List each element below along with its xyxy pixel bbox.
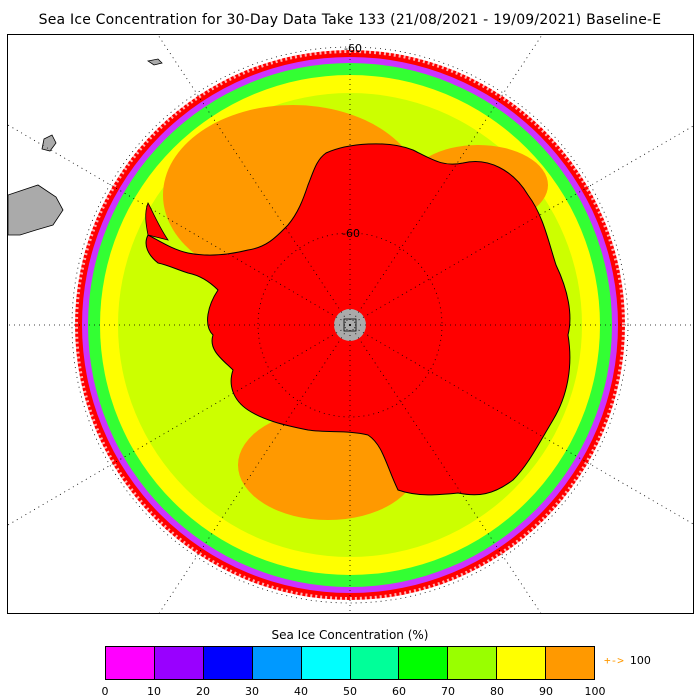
- antarctic-peninsula: [145, 202, 169, 241]
- colorbar-tick-label: 30: [245, 685, 259, 698]
- colorbar-tick-label: 50: [343, 685, 357, 698]
- map-panel: -60 -60: [7, 34, 694, 614]
- colorbar-segment: [497, 647, 547, 679]
- colorbar-tick-label: 60: [392, 685, 406, 698]
- colorbar-tick-label: 90: [539, 685, 553, 698]
- colorbar-tick-label: 70: [441, 685, 455, 698]
- colorbar-tick-label: 20: [196, 685, 210, 698]
- colorbar-segment: [252, 647, 302, 679]
- colorbar-segment: [154, 647, 204, 679]
- colorbar-overflow: +-> 100: [604, 654, 651, 667]
- overflow-arrow-icon: +->: [604, 654, 624, 667]
- polar-map: -60 -60: [8, 35, 693, 613]
- colorbar-tick-label: 80: [490, 685, 504, 698]
- colorbar: [105, 646, 595, 680]
- map-title: Sea Ice Concentration for 30-Day Data Ta…: [38, 12, 662, 28]
- colorbar-segment: [301, 647, 351, 679]
- colorbar-tick-label: 10: [147, 685, 161, 698]
- colorbar-segment: [203, 647, 253, 679]
- colorbar-tick-label: 40: [294, 685, 308, 698]
- overflow-label: 100: [629, 654, 651, 667]
- island-land: [41, 134, 57, 152]
- colorbar-segment: [546, 647, 595, 679]
- colorbar-segment: [350, 647, 400, 679]
- island-land-2: [146, 58, 163, 66]
- south-america-land: [8, 184, 64, 236]
- colorbar-tick-label: 100: [584, 685, 606, 698]
- colorbar-tick-label: 0: [101, 685, 109, 698]
- colorbar-segment: [106, 647, 155, 679]
- lat-label-outer: -60: [344, 42, 362, 55]
- graticule: [8, 35, 693, 613]
- lat-label-inner: -60: [342, 227, 360, 240]
- colorbar-segment: [399, 647, 449, 679]
- colorbar-segment: [448, 647, 498, 679]
- colorbar-title: Sea Ice Concentration (%): [271, 628, 429, 642]
